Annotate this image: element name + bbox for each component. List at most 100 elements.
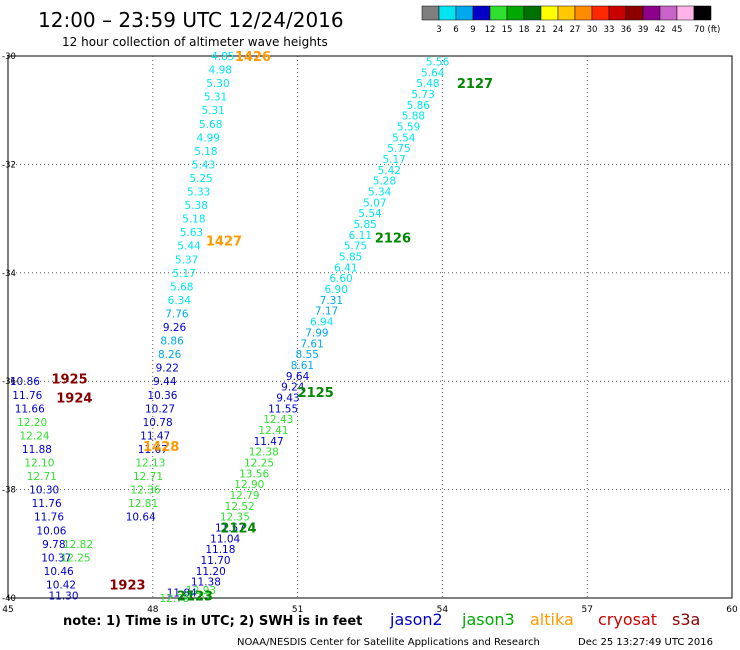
- swh-value-label: 12.52: [225, 501, 255, 513]
- swh-value-label: 5.73: [411, 89, 434, 101]
- swh-value-label: 11.20: [196, 566, 226, 578]
- swh-value-label: 11.88: [22, 444, 52, 456]
- colorbar-label: 15: [502, 25, 513, 35]
- swh-value-label: 5.75: [387, 143, 410, 155]
- swh-value-label: 9.26: [163, 322, 187, 334]
- swh-value-label: 8.61: [291, 360, 314, 372]
- swh-value-label: 11.84: [167, 588, 197, 600]
- swh-value-label: 10.78: [143, 417, 173, 429]
- swh-value-label: 5.38: [185, 200, 208, 212]
- swh-value-label: 12.41: [258, 425, 288, 437]
- y-tick-label: -38: [2, 486, 16, 496]
- swh-value-label: 12.10: [24, 458, 54, 470]
- swh-value-label: 5.18: [194, 146, 217, 158]
- colorbar-swatch: [574, 5, 593, 21]
- swh-value-label: 9.24: [281, 382, 305, 394]
- swh-value-label: 5.28: [373, 176, 396, 188]
- colorbar-label: 36: [621, 25, 632, 35]
- swh-value-label: 5.37: [175, 254, 198, 266]
- x-tick-label: 48: [147, 605, 159, 615]
- colorbar-swatch: [438, 5, 457, 21]
- x-tick-label: 51: [292, 605, 303, 615]
- swh-value-label: 5.68: [170, 281, 193, 293]
- colorbar-label: 21: [536, 25, 547, 35]
- swh-value-label: 12.81: [128, 498, 158, 510]
- swh-value-label: 12.82: [63, 539, 93, 551]
- swh-value-label: 5.31: [201, 105, 224, 117]
- colorbar-swatch: [421, 5, 440, 21]
- swh-value-label: 12.93: [186, 585, 216, 597]
- swh-value-label: 10.86: [10, 376, 40, 388]
- footer-credit: NOAA/NESDIS Center for Satellite Applica…: [237, 637, 540, 648]
- colorbar-label: 70 (ft): [694, 25, 720, 35]
- swh-value-label: 12.71: [133, 471, 163, 483]
- swh-value-label: 12.73: [159, 593, 189, 605]
- y-tick-label: -34: [2, 269, 16, 279]
- colorbar-label: 9: [470, 25, 475, 35]
- swh-value-label: 11.47: [254, 436, 284, 448]
- swh-value-label: 8.55: [296, 349, 319, 361]
- swh-value-label: 6.41: [334, 262, 357, 274]
- y-axis-ticks: -30 -32 -34 -36 -38 -40: [2, 52, 16, 604]
- swh-value-label: 5.44: [177, 241, 201, 253]
- colorbar-swatch: [540, 5, 559, 21]
- grid-lines: [8, 56, 732, 598]
- swh-value-label: 7.76: [165, 308, 189, 320]
- swh-value-label: 11.18: [205, 544, 235, 556]
- swh-value-label: 10.37: [41, 552, 71, 564]
- swh-value-label: 11.38: [191, 577, 221, 589]
- swh-value-label: 5.68: [199, 119, 222, 131]
- track-number-label: 1924: [56, 391, 92, 406]
- swh-value-label: 10.30: [29, 485, 59, 497]
- swh-value-label: 6.34: [168, 295, 192, 307]
- swh-value-label: 12.36: [131, 485, 161, 497]
- colorbar-label: 24: [553, 25, 564, 35]
- swh-value-label: 5.17: [172, 268, 195, 280]
- swh-value-label: 6.94: [310, 317, 334, 329]
- track-number-label: 2126: [375, 232, 411, 247]
- x-tick-label: 60: [726, 605, 738, 615]
- swh-value-label: 12.90: [234, 479, 264, 491]
- colorbar-swatch: [489, 5, 508, 21]
- swh-value-label: 7.31: [320, 295, 343, 307]
- legend-entry-altika: altika: [530, 610, 574, 629]
- swh-value-label: 9.78: [42, 539, 65, 551]
- swh-value-label: 10.64: [126, 512, 156, 524]
- legend-entry-jason2: jason2: [389, 610, 443, 629]
- swh-value-label: 12.25: [61, 552, 91, 564]
- colorbar-swatch: [506, 5, 525, 21]
- swh-value-label: 7.17: [315, 306, 338, 318]
- swh-value-label: 12.35: [220, 512, 250, 524]
- swh-value-label: 5.85: [353, 219, 376, 231]
- track-number-label: 2123: [177, 589, 213, 604]
- swh-value-label: 5.25: [189, 173, 212, 185]
- colorbar-swatch: [642, 5, 661, 21]
- swh-value-label: 11.76: [32, 498, 62, 510]
- x-axis-ticks: 45 48 51 54 57 60: [2, 605, 738, 615]
- swh-value-label: 10.42: [46, 579, 76, 591]
- swh-value-label: 5.31: [204, 92, 227, 104]
- colorbar-swatch: [693, 5, 712, 21]
- track-number-label: 2127: [457, 77, 493, 92]
- swh-value-label: 10.46: [44, 566, 74, 578]
- colorbar-swatch: [523, 5, 542, 21]
- plot-border: [7, 55, 733, 599]
- colorbar-swatch: [625, 5, 644, 21]
- swh-value-label: 11.76: [12, 390, 42, 402]
- swh-value-label: 11.55: [268, 403, 298, 415]
- data-points: 4.854.985.305.315.315.684.995.185.435.25…: [10, 51, 450, 605]
- swh-value-label: 5.56: [426, 56, 450, 68]
- plot-area: 45 48 51 54 57 60 -30 -32 -34 -36 -38 -40 4.85 4.98…: [2, 50, 738, 615]
- colorbar-swatch: [676, 5, 695, 21]
- swh-value-label: 5.63: [180, 227, 203, 239]
- swh-value-label: 5.17: [382, 154, 405, 166]
- x-tick-label: 45: [2, 605, 13, 615]
- swh-value-label: 11.76: [34, 512, 64, 524]
- swh-value-label: 4.85: [211, 51, 234, 63]
- swh-value-label: 8.86: [160, 336, 184, 348]
- swh-value-label: 5.30: [206, 78, 229, 90]
- track-number-label: 1427: [206, 234, 242, 249]
- swh-value-label: 6.60: [329, 273, 352, 285]
- swh-value-label: 12.43: [263, 414, 293, 426]
- swh-value-label: 12.20: [17, 417, 47, 429]
